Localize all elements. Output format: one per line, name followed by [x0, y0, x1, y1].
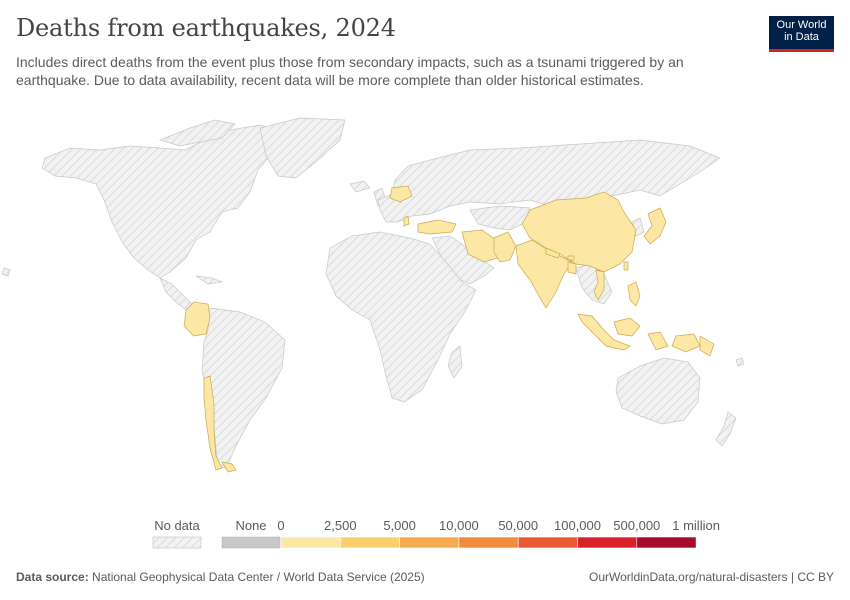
- owid-logo[interactable]: Our World in Data: [769, 16, 834, 52]
- legend-no-data-label: No data: [154, 518, 200, 533]
- country-papua-new-guinea[interactable]: [699, 335, 715, 357]
- country-caribbean[interactable]: [195, 275, 224, 285]
- data-source: Data source: National Geophysical Data C…: [16, 570, 425, 584]
- country-hawaii[interactable]: [1, 267, 11, 277]
- country-colombia[interactable]: [183, 301, 211, 337]
- legend-bin-swatch: [636, 536, 697, 549]
- no-data-countries: [1, 117, 745, 469]
- legend-bin-swatch: [339, 536, 400, 549]
- legend-none-swatch: [221, 536, 281, 549]
- country-south-america-other[interactable]: [201, 307, 286, 469]
- country-poland[interactable]: [389, 185, 413, 203]
- country-turkey[interactable]: [417, 219, 457, 235]
- country-central-asia[interactable]: [469, 205, 531, 231]
- country-argentina[interactable]: [221, 461, 237, 473]
- legend-bin-swatch: [517, 536, 578, 549]
- world-map[interactable]: [0, 110, 850, 490]
- source-url[interactable]: OurWorldinData.org/natural-disasters | C…: [589, 570, 834, 584]
- country-bangladesh[interactable]: [567, 261, 577, 275]
- legend-bin-swatch: [577, 536, 638, 549]
- country-indonesia[interactable]: [577, 313, 701, 353]
- data-source-text: National Geophysical Data Center / World…: [92, 570, 425, 584]
- country-iceland[interactable]: [349, 180, 371, 193]
- country-china[interactable]: [521, 191, 637, 273]
- country-australia[interactable]: [615, 357, 701, 425]
- country-greenland[interactable]: [259, 117, 346, 179]
- legend-none-label: None: [235, 518, 266, 533]
- chart-title: Deaths from earthquakes, 2024: [16, 14, 396, 42]
- legend-tick-label: 5,000: [383, 518, 416, 533]
- countries-with-data: [183, 185, 715, 473]
- data-source-label: Data source:: [16, 570, 89, 584]
- legend-no-data-swatch: [152, 536, 202, 549]
- logo-line-1: Our World: [776, 19, 827, 31]
- country-japan[interactable]: [643, 207, 667, 245]
- country-europe-russia[interactable]: [377, 139, 721, 223]
- country-albania[interactable]: [403, 215, 410, 227]
- country-taiwan[interactable]: [623, 261, 629, 271]
- legend-bin-swatch: [458, 536, 519, 549]
- country-arctic-islands[interactable]: [158, 119, 236, 147]
- country-vietnam[interactable]: [593, 269, 605, 301]
- country-bhutan[interactable]: [567, 255, 575, 261]
- country-africa[interactable]: [325, 231, 477, 403]
- country-central-america[interactable]: [159, 277, 193, 311]
- country-nepal[interactable]: [545, 247, 561, 259]
- country-philippines[interactable]: [627, 281, 641, 307]
- map-legend: No data None 0 2,500 5,000 10,000 50,000 100,…: [152, 518, 720, 549]
- chart-subtitle: Includes direct deaths from the event pl…: [16, 54, 684, 88]
- legend-tick-label: 50,000: [498, 518, 538, 533]
- legend-bin-swatch: [280, 536, 341, 549]
- country-pacific-islands[interactable]: [735, 357, 745, 367]
- country-new-zealand[interactable]: [715, 411, 737, 447]
- logo-line-2: in Data: [784, 31, 819, 43]
- legend-tick-label: 2,500: [324, 518, 357, 533]
- country-madagascar[interactable]: [447, 345, 463, 379]
- country-north-america[interactable]: [41, 124, 286, 279]
- legend-tick-label: 1 million: [672, 518, 720, 533]
- legend-tick-label: 100,000: [554, 518, 601, 533]
- legend-tick-label: 0: [277, 518, 284, 533]
- country-chile[interactable]: [203, 375, 223, 471]
- legend-tick-label: 500,000: [613, 518, 660, 533]
- legend-tick-label: 10,000: [439, 518, 479, 533]
- legend-bin-swatch: [399, 536, 460, 549]
- country-pakistan[interactable]: [493, 231, 517, 263]
